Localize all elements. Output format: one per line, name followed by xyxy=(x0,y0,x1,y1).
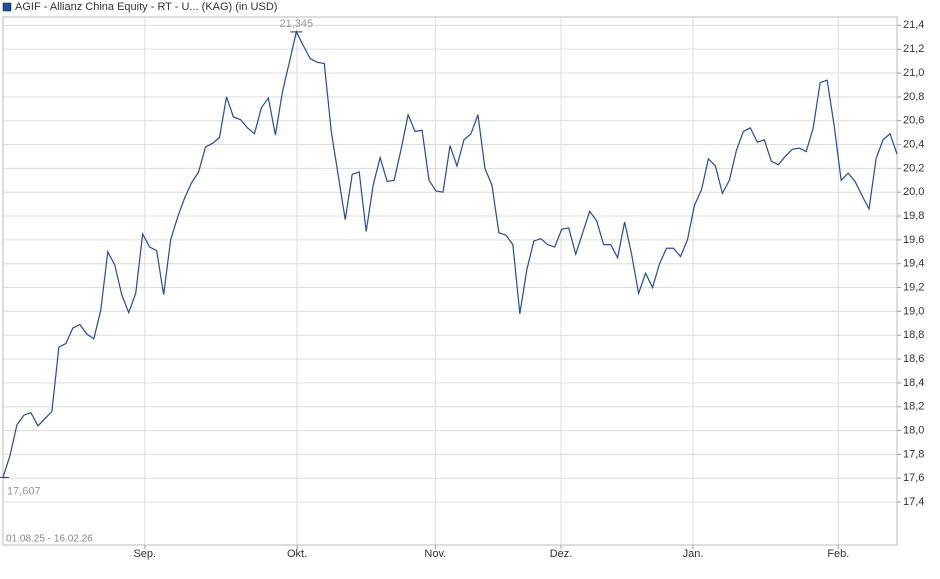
y-tick-label: 19,8 xyxy=(903,210,924,222)
y-tick-label: 20,8 xyxy=(903,91,924,103)
y-tick-label: 19,6 xyxy=(903,234,924,246)
y-tick-label: 21,2 xyxy=(903,43,924,55)
x-tick-label: Okt. xyxy=(287,548,307,560)
y-tick-label: 20,0 xyxy=(903,186,924,198)
extreme-label: 17,607 xyxy=(7,485,41,497)
y-tick-label: 18,8 xyxy=(903,329,924,341)
chart-title: AGIF - Allianz China Equity - RT - U... … xyxy=(15,1,277,13)
y-tick-label: 18,4 xyxy=(903,377,924,389)
y-tick-label: 20,6 xyxy=(903,115,924,127)
plot-border xyxy=(2,16,898,546)
y-tick-label: 18,2 xyxy=(903,401,924,413)
y-tick-label: 18,0 xyxy=(903,424,924,436)
y-tick-label: 19,0 xyxy=(903,305,924,317)
y-tick-label: 20,4 xyxy=(903,138,924,150)
y-tick-label: 20,2 xyxy=(903,162,924,174)
y-tick-label: 17,4 xyxy=(903,496,924,508)
y-tick-label: 17,6 xyxy=(903,472,924,484)
y-tick-label: 18,6 xyxy=(903,353,924,365)
y-tick-label: 21,4 xyxy=(903,19,924,31)
x-tick-label: Jan. xyxy=(683,548,704,560)
extreme-label: 21,345 xyxy=(280,18,314,30)
y-tick-label: 19,4 xyxy=(903,258,924,270)
legend-swatch xyxy=(2,2,12,12)
x-tick-label: Nov. xyxy=(424,548,446,560)
x-tick-label: Dez. xyxy=(550,548,573,560)
y-tick-label: 21,0 xyxy=(903,67,924,79)
x-tick-label: Feb. xyxy=(827,548,849,560)
x-tick-label: Sep. xyxy=(133,548,156,560)
date-range: 01.08.25 - 16.02.26 xyxy=(6,534,93,545)
price-line xyxy=(2,30,898,478)
y-tick-label: 17,8 xyxy=(903,448,924,460)
y-tick-label: 19,2 xyxy=(903,281,924,293)
